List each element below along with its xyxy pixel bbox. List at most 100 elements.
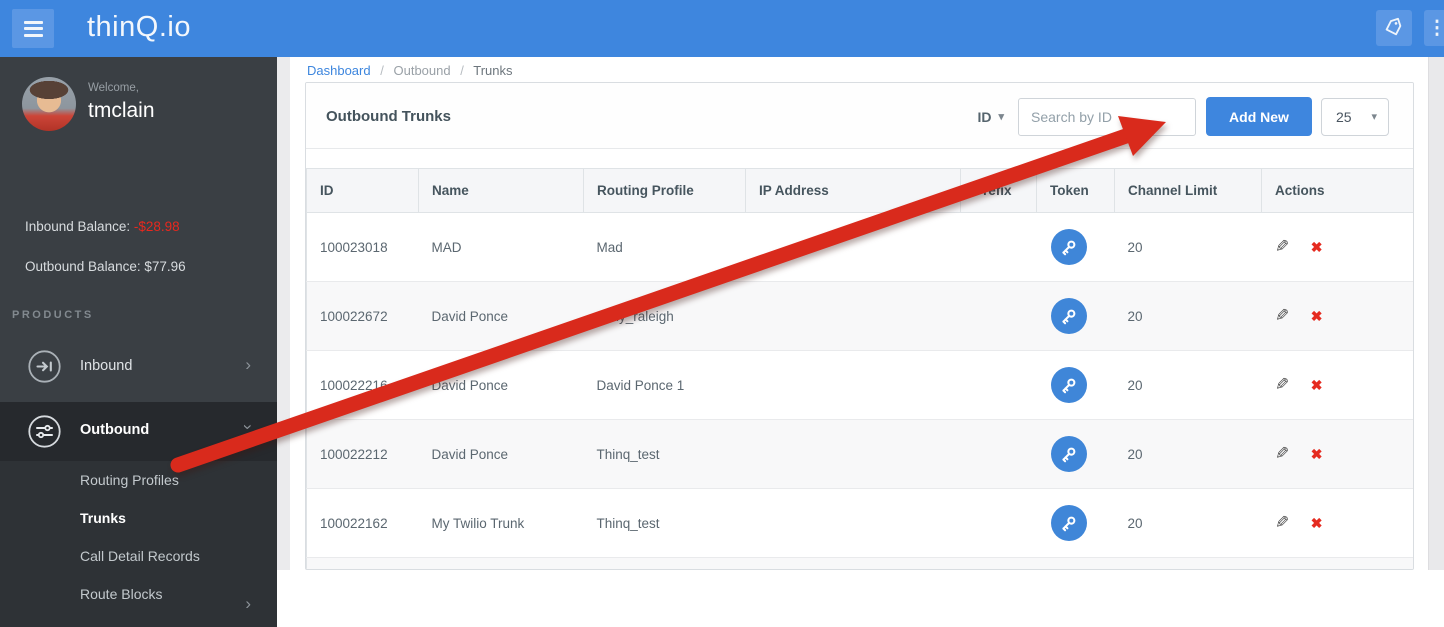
sidebar-item-label: Inbound	[80, 358, 132, 374]
menu-toggle-button[interactable]	[12, 9, 54, 48]
sidebar-item-inbound[interactable]: Inbound ›	[0, 338, 277, 395]
delete-icon[interactable]: ✖	[1311, 377, 1323, 394]
cell-id: 100023018	[307, 213, 419, 282]
cell-name: My Twilio Trunk	[419, 489, 584, 558]
search-field-dropdown[interactable]: ID ▾	[971, 98, 1018, 136]
user-block: Welcome, tmclain	[0, 57, 277, 167]
cell-token	[1037, 213, 1115, 282]
sidebar-item-label: Outbound	[80, 422, 149, 438]
breadcrumb-dashboard[interactable]: Dashboard	[307, 63, 371, 78]
add-new-button[interactable]: Add New	[1206, 97, 1312, 136]
search-input[interactable]	[1018, 98, 1196, 136]
scrollbar-track[interactable]	[1428, 57, 1444, 570]
cell-ip-address	[746, 282, 961, 351]
token-button[interactable]	[1051, 367, 1087, 403]
token-button[interactable]	[1051, 436, 1087, 472]
cell-ip-address	[746, 489, 961, 558]
cell-prefix	[961, 282, 1037, 351]
edit-icon[interactable]: ✎	[1275, 514, 1289, 531]
user-avatar[interactable]	[22, 77, 76, 131]
inbound-arrow-icon	[27, 349, 62, 384]
caret-down-icon: ▾	[1371, 110, 1377, 123]
outbound-balance: Outbound Balance: $77.96	[25, 259, 186, 274]
cell-id: 100022110	[307, 558, 419, 571]
page-size-select[interactable]: 25 ▾	[1321, 98, 1389, 136]
sidebar-subitem-routing-profiles[interactable]: Routing Profiles	[0, 461, 277, 499]
delete-icon[interactable]: ✖	[1311, 308, 1323, 325]
cell-prefix	[961, 558, 1037, 571]
sidebar-subitem-route-blocks[interactable]: Route Blocks›	[0, 575, 277, 613]
cell-routing-profile: andy_raleigh	[584, 282, 746, 351]
token-button[interactable]	[1051, 298, 1087, 334]
cell-actions: ✎✖	[1262, 351, 1415, 420]
cell-routing-profile: Thinq_test	[584, 558, 746, 571]
cell-name: David Ponce	[419, 420, 584, 489]
cell-channel-limit: 20	[1115, 489, 1262, 558]
inbound-balance: Inbound Balance: -$28.98	[25, 219, 180, 234]
cell-prefix	[961, 351, 1037, 420]
cell-channel-limit: 20	[1115, 420, 1262, 489]
column-header-prefix: Prefix	[961, 169, 1037, 213]
edit-icon[interactable]: ✎	[1275, 238, 1289, 255]
cell-routing-profile: Thinq_test	[584, 420, 746, 489]
cell-name: David Ponce	[419, 282, 584, 351]
edit-icon[interactable]: ✎	[1275, 445, 1289, 462]
outbound-balance-value: $77.96	[144, 259, 185, 274]
page-title: Outbound Trunks	[326, 108, 451, 125]
cell-token	[1037, 282, 1115, 351]
cell-prefix	[961, 213, 1037, 282]
token-button[interactable]	[1051, 229, 1087, 265]
products-section-label: PRODUCTS	[12, 309, 94, 321]
cell-token	[1037, 351, 1115, 420]
ellipsis-icon: ⋮	[1428, 17, 1444, 40]
cell-channel-limit: 20	[1115, 213, 1262, 282]
top-bar: thinQ.io ⋮	[0, 0, 1444, 57]
edit-icon[interactable]: ✎	[1275, 307, 1289, 324]
key-icon	[1059, 445, 1078, 464]
cell-id: 100022212	[307, 420, 419, 489]
column-header-token: Token	[1037, 169, 1115, 213]
key-icon	[1059, 514, 1078, 533]
cell-ip-address	[746, 213, 961, 282]
column-header-id: ID	[307, 169, 419, 213]
delete-icon[interactable]: ✖	[1311, 515, 1323, 532]
column-header-routing-profile: Routing Profile	[584, 169, 746, 213]
more-options-button[interactable]: ⋮	[1424, 10, 1444, 46]
sidebar-subitem-call-detail-records[interactable]: Call Detail Records	[0, 537, 277, 575]
breadcrumb-trunks: Trunks	[473, 63, 512, 78]
cell-token	[1037, 489, 1115, 558]
cell-name: thinq_test	[419, 558, 584, 571]
tags-button[interactable]	[1376, 10, 1412, 46]
token-button[interactable]	[1051, 505, 1087, 541]
cell-routing-profile: Mad	[584, 213, 746, 282]
sidebar-item-outbound[interactable]: Outbound ›	[0, 402, 277, 461]
hamburger-icon	[24, 21, 43, 24]
cell-actions: ✎✖	[1262, 282, 1415, 351]
cell-actions: ✎✖	[1262, 489, 1415, 558]
cell-name: MAD	[419, 213, 584, 282]
delete-icon[interactable]: ✖	[1311, 239, 1323, 256]
sidebar-subitem-trunks[interactable]: Trunks	[0, 499, 277, 537]
column-header-name: Name	[419, 169, 584, 213]
caret-down-icon: ▾	[998, 110, 1004, 123]
sidebar-gap	[277, 57, 290, 570]
cell-channel-limit: 20	[1115, 282, 1262, 351]
key-icon	[1059, 238, 1078, 257]
cell-ip-address: 192.81.236.100	[746, 558, 961, 571]
column-header-ip-address: IP Address	[746, 169, 961, 213]
cell-ip-address	[746, 351, 961, 420]
cell-id: 100022216	[307, 351, 419, 420]
delete-icon[interactable]: ✖	[1311, 446, 1323, 463]
tag-icon	[1381, 15, 1406, 40]
cell-actions: ✎✖	[1262, 558, 1415, 571]
chevron-right-icon: ›	[245, 355, 251, 375]
edit-icon[interactable]: ✎	[1275, 376, 1289, 393]
chevron-right-icon: ›	[245, 585, 251, 623]
cell-channel-limit: 20	[1115, 558, 1262, 571]
panel-header: Outbound Trunks ID ▾ Add New 25 ▾	[306, 83, 1413, 149]
cell-token	[1037, 558, 1115, 571]
